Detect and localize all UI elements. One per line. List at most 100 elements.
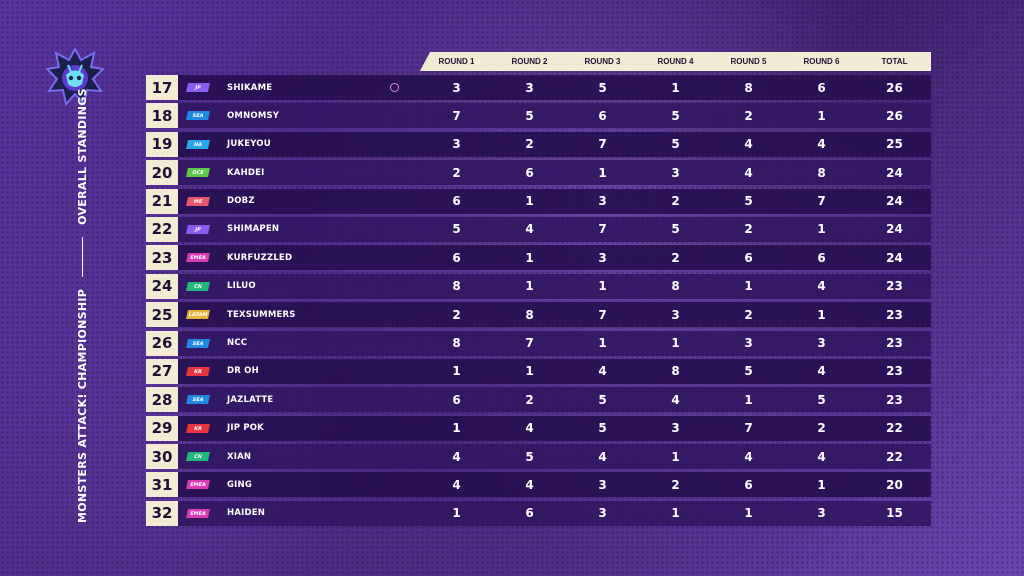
round-score: 3 [817, 336, 826, 351]
round-score: 1 [817, 222, 826, 237]
total-score: 22 [886, 421, 903, 436]
player-name: NCC [227, 338, 248, 349]
row-background [178, 358, 931, 384]
round-score: 8 [817, 165, 826, 180]
round-score: 5 [744, 194, 753, 209]
round-score: 4 [744, 165, 753, 180]
round-score: 7 [525, 336, 534, 351]
round-score: 2 [525, 137, 534, 152]
round-score: 1 [744, 392, 753, 407]
round-score: 5 [671, 137, 680, 152]
score-cells: 4 4 3 2 6 1 20 [420, 472, 931, 497]
score-cells: 5 4 7 5 2 1 24 [420, 217, 931, 242]
round-score: 1 [525, 364, 534, 379]
rank-number: 32 [146, 500, 178, 526]
column-header: TOTAL [881, 57, 908, 66]
score-cells: 1 1 4 8 5 4 23 [420, 359, 931, 384]
round-score: 8 [452, 279, 461, 294]
total-score: 23 [886, 279, 903, 294]
round-score: 1 [744, 279, 753, 294]
row-background [178, 302, 931, 328]
region-tag: CN [186, 452, 210, 462]
row-background [178, 387, 931, 413]
round-score: 2 [525, 392, 534, 407]
round-score: 8 [671, 279, 680, 294]
round-score: 6 [744, 477, 753, 492]
rank-number: 21 [146, 188, 178, 214]
player-name: DR OH [227, 366, 259, 377]
round-score: 3 [671, 421, 680, 436]
row-background [178, 415, 931, 441]
score-cells: 6 1 3 2 5 7 24 [420, 189, 931, 214]
round-score: 3 [598, 477, 607, 492]
round-score: 6 [744, 250, 753, 265]
region-tag: SEA [186, 338, 210, 348]
region-tag: SEA [186, 111, 210, 121]
round-score: 1 [598, 165, 607, 180]
table-row: 27 KR DR OH 1 1 4 8 5 4 23 [146, 358, 931, 384]
round-score: 3 [744, 336, 753, 351]
region-tag: SEA [186, 395, 210, 405]
round-score: 7 [744, 421, 753, 436]
round-score: 2 [671, 194, 680, 209]
region-tag: KR [186, 366, 210, 376]
round-score: 6 [452, 250, 461, 265]
round-score: 4 [525, 222, 534, 237]
round-score: 3 [452, 137, 461, 152]
section-name: OVERALL STANDINGS [76, 88, 89, 225]
player-name: KURFUZZLED [227, 252, 293, 263]
event-name: MONSTERS ATTACK! CHAMPIONSHIP [76, 288, 89, 523]
standings-header: ROUND 1 ROUND 2 ROUND 3 ROUND 4 ROUND 5 … [420, 52, 931, 71]
round-score: 7 [452, 108, 461, 123]
column-header: ROUND 5 [730, 57, 767, 66]
table-row: 18 SEA OMNOMSY 7 5 6 5 2 1 26 [146, 103, 931, 129]
rank-number: 17 [146, 75, 178, 100]
region-tag: KR [186, 423, 210, 433]
score-cells: 6 1 3 2 6 6 24 [420, 245, 931, 270]
player-name: KAHDEI [227, 167, 265, 178]
total-score: 23 [886, 336, 903, 351]
row-background [178, 103, 931, 129]
round-score: 7 [598, 137, 607, 152]
total-score: 24 [886, 165, 903, 180]
rank-number: 29 [146, 415, 178, 441]
table-row: 23 EMEA KURFUZZLED 6 1 3 2 6 6 24 [146, 245, 931, 271]
round-score: 2 [744, 307, 753, 322]
table-row: 19 NA JUKEYOU 3 2 7 5 4 4 25 [146, 131, 931, 157]
rank-number: 31 [146, 472, 178, 498]
player-badge-icon [390, 83, 399, 92]
score-cells: 8 1 1 8 1 4 23 [420, 274, 931, 299]
score-cells: 8 7 1 1 3 3 23 [420, 331, 931, 356]
score-cells: 6 2 5 4 1 5 23 [420, 387, 931, 412]
region-tag: NA [186, 139, 210, 149]
round-score: 6 [817, 250, 826, 265]
round-score: 7 [598, 222, 607, 237]
score-cells: 7 5 6 5 2 1 26 [420, 103, 931, 128]
round-score: 1 [671, 336, 680, 351]
round-score: 1 [452, 364, 461, 379]
table-row: 24 CN LILUO 8 1 1 8 1 4 23 [146, 273, 931, 299]
round-score: 8 [452, 336, 461, 351]
column-header: ROUND 6 [803, 57, 840, 66]
round-score: 1 [525, 250, 534, 265]
round-score: 3 [525, 80, 534, 95]
round-score: 1 [452, 506, 461, 521]
player-name: JUKEYOU [227, 139, 271, 150]
table-row: 25 LATAM TEXSUMMERS 2 8 7 3 2 1 23 [146, 302, 931, 328]
row-background [178, 188, 931, 214]
total-score: 24 [886, 222, 903, 237]
round-score: 4 [817, 364, 826, 379]
row-background [178, 273, 931, 299]
round-score: 1 [671, 506, 680, 521]
side-title: MONSTERS ATTACK! CHAMPIONSHIP OVERALL ST… [76, 88, 89, 523]
standings-table: 17 JP SHIKAME 3 3 5 1 8 6 26 18 SEA OMNOMSY 7 5 6 5 2 1 26 1… [146, 75, 931, 529]
total-score: 24 [886, 194, 903, 209]
round-score: 6 [525, 506, 534, 521]
round-score: 1 [598, 336, 607, 351]
row-background [178, 245, 931, 271]
round-score: 1 [598, 279, 607, 294]
score-cells: 3 2 7 5 4 4 25 [420, 132, 931, 157]
row-background [178, 330, 931, 356]
round-score: 5 [671, 222, 680, 237]
player-name: HAIDEN [227, 508, 266, 519]
